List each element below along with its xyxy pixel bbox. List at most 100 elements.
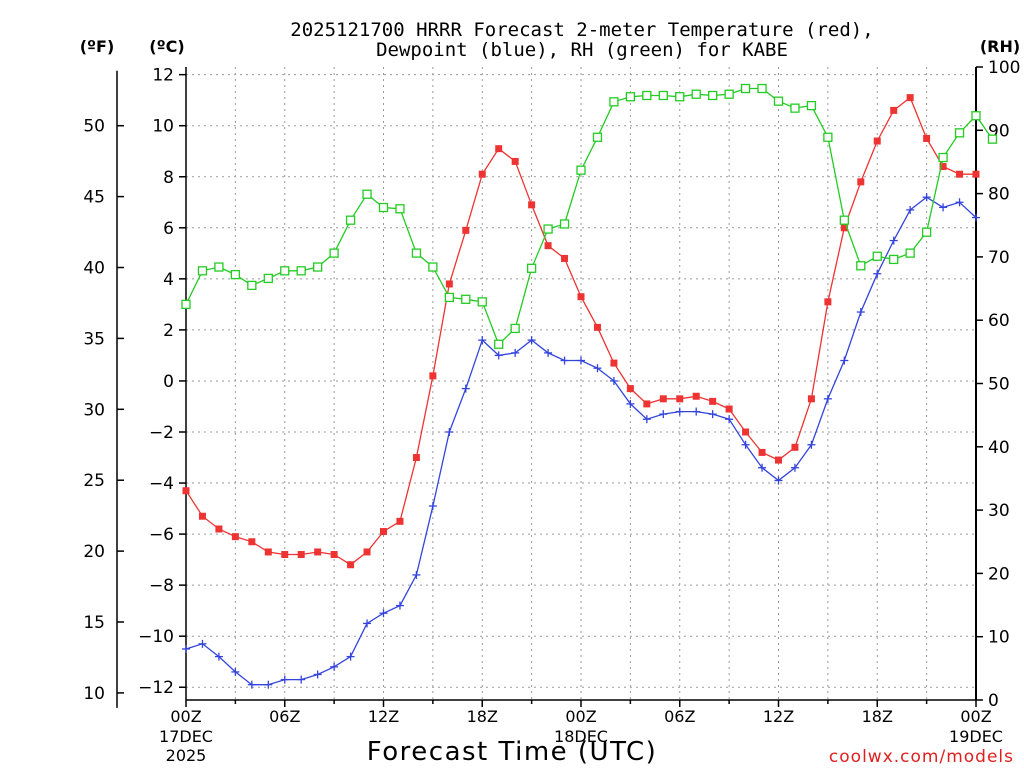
data-point-temperature xyxy=(939,163,947,171)
data-point-rh xyxy=(543,224,553,234)
data-point-rh xyxy=(395,204,405,214)
data-point-rh xyxy=(823,132,833,142)
data-point-rh xyxy=(839,215,849,225)
celsius-tick-label: −10 xyxy=(138,627,174,647)
data-point-temperature xyxy=(610,359,618,367)
data-point-temperature xyxy=(297,551,305,559)
data-point-temperature xyxy=(363,548,371,556)
data-point-temperature xyxy=(956,170,964,178)
data-point-rh xyxy=(263,273,273,284)
data-point-rh xyxy=(494,339,504,349)
data-point-temperature xyxy=(742,428,750,436)
data-point-temperature xyxy=(330,551,338,559)
data-point-dewpoint xyxy=(264,680,273,689)
data-point-temperature xyxy=(840,224,848,232)
data-point-dewpoint xyxy=(280,675,289,684)
data-point-rh xyxy=(559,219,570,229)
rh-tick-label: 20 xyxy=(988,564,1010,584)
data-point-dewpoint xyxy=(478,336,487,345)
credit-text: coolwx.com/models xyxy=(829,747,1014,767)
data-point-dewpoint xyxy=(675,407,684,416)
data-point-rh xyxy=(477,297,487,307)
series-layer xyxy=(181,83,998,689)
data-point-dewpoint xyxy=(856,308,865,317)
fahrenheit-tick-label: 45 xyxy=(83,188,105,208)
celsius-tick-label: 0 xyxy=(163,372,174,392)
data-point-rh xyxy=(954,128,965,138)
data-point-rh xyxy=(214,262,224,272)
fahrenheit-tick-label: 50 xyxy=(83,117,105,137)
data-point-dewpoint xyxy=(889,236,898,245)
data-point-rh xyxy=(938,152,948,163)
rh-tick-label: 50 xyxy=(988,375,1010,395)
time-tick-label: 12Z xyxy=(763,707,794,726)
data-point-dewpoint xyxy=(642,415,651,424)
data-point-dewpoint xyxy=(560,356,569,365)
celsius-tick-label: −4 xyxy=(149,474,174,494)
axis-unit-celsius: (ºC) xyxy=(149,37,184,56)
data-point-dewpoint xyxy=(758,463,767,472)
data-point-rh xyxy=(444,292,454,303)
time-tick-label: 06Z xyxy=(269,707,300,726)
data-point-rh xyxy=(806,100,817,111)
axis-unit-rh: (RH) xyxy=(980,37,1020,56)
data-point-dewpoint xyxy=(840,356,849,365)
data-point-rh xyxy=(642,90,652,101)
data-point-temperature xyxy=(281,551,289,559)
data-point-rh xyxy=(461,294,471,304)
rh-tick-label: 60 xyxy=(988,311,1010,331)
data-point-temperature xyxy=(544,242,552,250)
data-point-rh xyxy=(411,248,422,258)
data-point-dewpoint xyxy=(330,662,339,671)
data-point-dewpoint xyxy=(182,644,190,653)
time-tick-date: 18DEC xyxy=(554,727,608,746)
data-point-temperature xyxy=(906,94,914,102)
data-point-temperature xyxy=(626,385,634,393)
data-point-temperature xyxy=(478,170,486,178)
data-point-temperature xyxy=(923,134,931,142)
data-point-dewpoint xyxy=(428,502,437,511)
celsius-tick-label: 12 xyxy=(152,66,174,86)
data-point-rh xyxy=(971,111,981,121)
data-point-rh xyxy=(526,263,537,273)
data-point-temperature xyxy=(561,254,569,262)
time-tick-label: 18Z xyxy=(862,707,893,726)
data-point-temperature xyxy=(791,443,799,451)
rh-tick-label: 40 xyxy=(988,438,1010,458)
data-point-dewpoint xyxy=(774,476,783,485)
data-point-rh xyxy=(345,215,356,225)
data-point-rh xyxy=(428,262,438,272)
celsius-tick-label: 8 xyxy=(163,168,174,188)
data-point-rh xyxy=(230,269,241,280)
celsius-tick-label: 10 xyxy=(152,117,174,137)
data-point-temperature xyxy=(231,533,239,541)
data-point-temperature xyxy=(577,293,585,301)
data-point-rh xyxy=(296,266,306,276)
data-point-rh xyxy=(576,165,586,175)
data-point-rh xyxy=(378,202,389,213)
data-point-rh xyxy=(740,83,751,94)
data-point-dewpoint xyxy=(198,639,207,648)
data-point-temperature xyxy=(445,280,453,288)
celsius-tick-label: −6 xyxy=(149,525,174,545)
data-point-dewpoint xyxy=(725,415,734,424)
fahrenheit-tick-label: 20 xyxy=(83,542,105,562)
data-point-temperature xyxy=(314,548,322,556)
axis-unit-fahrenheit: (ºF) xyxy=(80,37,115,56)
data-point-temperature xyxy=(692,392,700,400)
data-point-dewpoint xyxy=(906,205,915,214)
celsius-tick-label: −2 xyxy=(149,423,174,443)
data-point-temperature xyxy=(347,561,355,569)
rh-tick-label: 80 xyxy=(988,185,1010,205)
data-point-temperature xyxy=(495,145,503,153)
data-point-temperature xyxy=(807,395,815,403)
data-point-dewpoint xyxy=(807,440,816,449)
data-point-dewpoint xyxy=(494,351,503,360)
data-point-rh xyxy=(905,248,915,258)
data-point-rh xyxy=(987,134,998,144)
data-point-dewpoint xyxy=(708,410,717,419)
data-point-rh xyxy=(921,227,932,237)
data-point-temperature xyxy=(643,400,651,408)
data-point-temperature xyxy=(972,170,980,178)
data-point-rh xyxy=(510,323,520,334)
